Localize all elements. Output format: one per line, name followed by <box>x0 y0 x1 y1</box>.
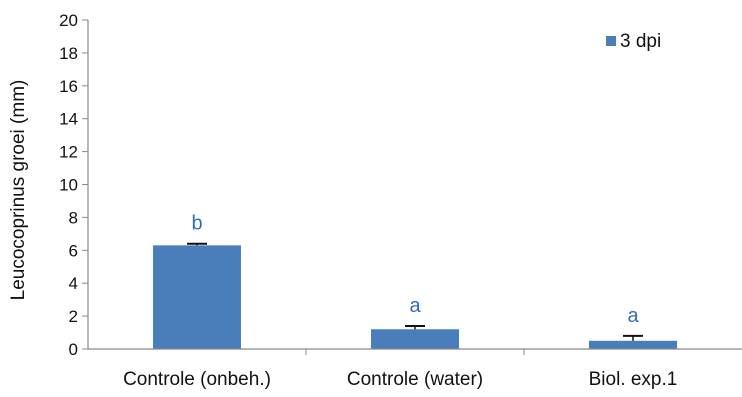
legend-swatch <box>606 36 616 46</box>
x-tick-label: Biol. exp.1 <box>589 369 678 390</box>
legend: 3 dpi <box>606 31 661 52</box>
y-axis-ticks: 0 2 4 6 8 10 12 14 16 18 20 <box>59 11 88 359</box>
y-tick-label: 14 <box>59 110 78 129</box>
y-tick-label: 2 <box>69 307 78 326</box>
axes <box>87 20 742 355</box>
significance-label: a <box>627 305 639 327</box>
y-tick-label: 0 <box>69 340 78 359</box>
y-tick-label: 10 <box>59 176 78 195</box>
x-axis-labels: Controle (onbeh.) Controle (water) Biol. e… <box>123 369 677 390</box>
bar <box>589 340 677 349</box>
y-tick-label: 16 <box>59 77 78 96</box>
significance-label: a <box>409 295 421 317</box>
bars: b a a <box>153 213 677 349</box>
x-tick-label: Controle (water) <box>347 369 483 390</box>
y-tick-label: 6 <box>69 241 78 260</box>
bar <box>153 245 241 349</box>
y-tick-label: 18 <box>59 44 78 63</box>
bar <box>371 329 459 349</box>
y-tick-label: 12 <box>59 143 78 162</box>
y-axis-label: Leucocoprinus groei (mm) <box>8 80 29 301</box>
legend-label: 3 dpi <box>620 31 661 52</box>
x-tick-label: Controle (onbeh.) <box>123 369 271 390</box>
y-tick-label: 8 <box>69 208 78 227</box>
y-tick-label: 20 <box>59 11 78 30</box>
significance-label: b <box>191 213 202 235</box>
y-tick-label: 4 <box>69 274 78 293</box>
